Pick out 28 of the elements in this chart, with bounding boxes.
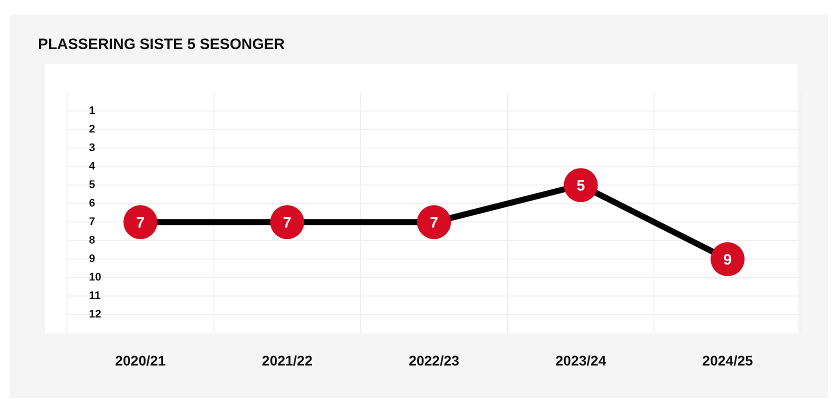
y-tick-label: 11 [89,290,101,302]
data-label: 7 [430,214,438,232]
y-tick-label: 5 [89,179,96,192]
y-tick-label: 1 [89,105,96,118]
y-tick-label: 8 [89,234,96,247]
y-tick-label: 6 [89,198,96,210]
y-tick-label: 12 [89,308,102,321]
y-tick-label: 4 [89,160,96,173]
point [123,205,158,240]
chart-title: PLASSERING SISTE 5 SESONGER [38,36,285,53]
x-tick-label: 2023/24 [555,352,606,368]
data-label: 7 [283,214,292,232]
y-tick-label: 7 [89,216,96,228]
data-label: 7 [136,214,145,232]
y-tick-label: 2 [89,124,96,136]
y-tick-label: 9 [89,253,96,266]
point [710,242,745,276]
x-tick-label: 2020/21 [115,352,166,368]
data-label: 9 [723,251,732,268]
y-tick-label: 3 [89,142,96,154]
point [417,205,451,240]
x-tick-label: 2022/23 [408,352,460,368]
x-tick-label: 2021/22 [262,352,313,368]
point [270,205,304,240]
x-tick-label: 2024/25 [702,352,754,368]
y-tick-label: 10 [89,272,102,284]
point [564,168,598,202]
data-label: 5 [576,177,585,194]
